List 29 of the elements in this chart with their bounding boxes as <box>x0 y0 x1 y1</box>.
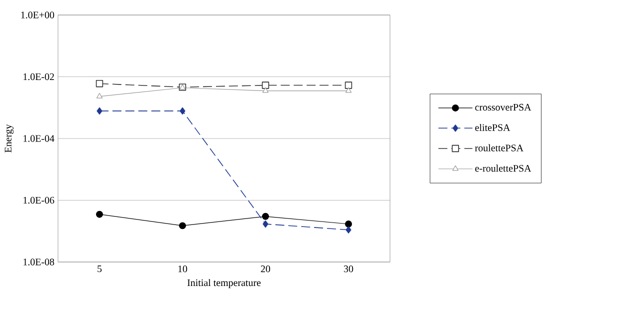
legend-label: elitePSA <box>475 124 510 131</box>
point <box>262 82 270 89</box>
y-tick-label: 1.0E-04 <box>24 135 54 142</box>
y-axis-title: Energy <box>4 124 14 153</box>
legend-label: crossoverPSA <box>475 104 532 111</box>
y-tick-label: 1.0E-08 <box>24 258 54 266</box>
x-axis-title: Initial temperature <box>187 279 261 288</box>
point <box>96 80 104 88</box>
y-tick-label: 1.0E-02 <box>24 73 54 80</box>
point <box>96 107 102 115</box>
point <box>96 92 103 98</box>
point <box>262 220 268 228</box>
point <box>345 220 352 228</box>
y-tick-label: 1.0E+00 <box>21 12 54 18</box>
point <box>262 212 269 220</box>
y-tick-label: 1.0E-06 <box>24 196 54 204</box>
x-tick-label: 20 <box>260 266 270 272</box>
point <box>180 107 186 115</box>
legend-label: roulettePSA <box>475 144 524 152</box>
point <box>96 210 103 218</box>
point <box>262 87 269 93</box>
point <box>345 87 352 93</box>
x-tick-label: 30 <box>344 266 354 272</box>
point <box>346 226 352 234</box>
x-tick-label: 5 <box>98 266 102 272</box>
point <box>179 222 186 230</box>
point <box>344 82 352 89</box>
legend-label: e-roulettePSA <box>475 164 532 172</box>
x-tick-label: 10 <box>178 266 188 272</box>
